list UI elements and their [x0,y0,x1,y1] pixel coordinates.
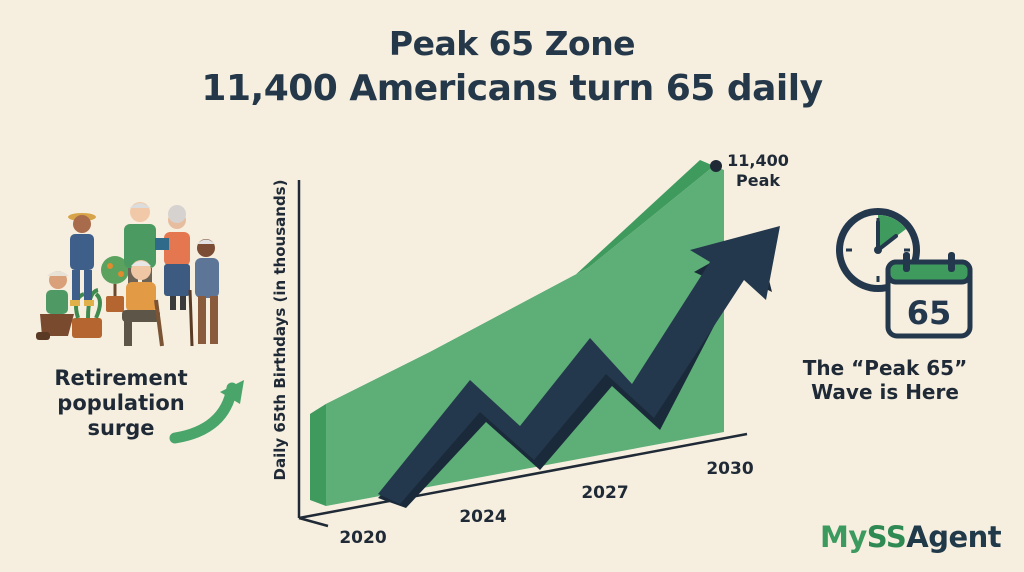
area-side-face [310,404,326,506]
x-tick-label: 2024 [459,507,506,527]
calendar-icon [885,252,973,339]
peak-label: Peak [736,171,780,190]
page-title-line1: Peak 65 Zone [388,24,636,63]
curved-up-arrow-icon [169,380,244,444]
right-caption: The “Peak 65” Wave is Here [800,356,970,404]
right-caption-line: The “Peak 65” [802,356,968,380]
x-tick-label: 2027 [581,483,628,503]
chart-axes [297,180,748,528]
left-caption-line: population [57,391,185,416]
seniors-group-icon [36,202,219,347]
x-tick-label: 2030 [706,459,753,479]
x-tick-label: 2020 [339,528,386,548]
area-top-face [310,160,714,414]
y-axis-label: Daily 65th Birthdays (in thousands) [271,180,289,481]
brand-logo: MySSAgent [820,520,1002,554]
x-axis [298,432,748,520]
page-title-line2: 11,400 Americans turn 65 daily [201,68,823,109]
growth-arrow [378,226,780,508]
left-caption-line: surge [87,416,155,441]
growth-arrow-body [378,226,780,504]
brand-agent: Agent [906,520,1002,554]
area-series [310,160,724,506]
left-caption: Retirement population surge [36,366,206,442]
right-caption-line: Wave is Here [811,380,959,404]
left-caption-line: Retirement [54,366,188,390]
brand-my: My [820,520,867,554]
peak-marker [710,160,722,172]
peak-value: 11,400 [727,151,789,170]
area-front-face [326,166,724,506]
brand-ss: SS [866,520,907,554]
calendar-number: 65 [907,294,952,332]
